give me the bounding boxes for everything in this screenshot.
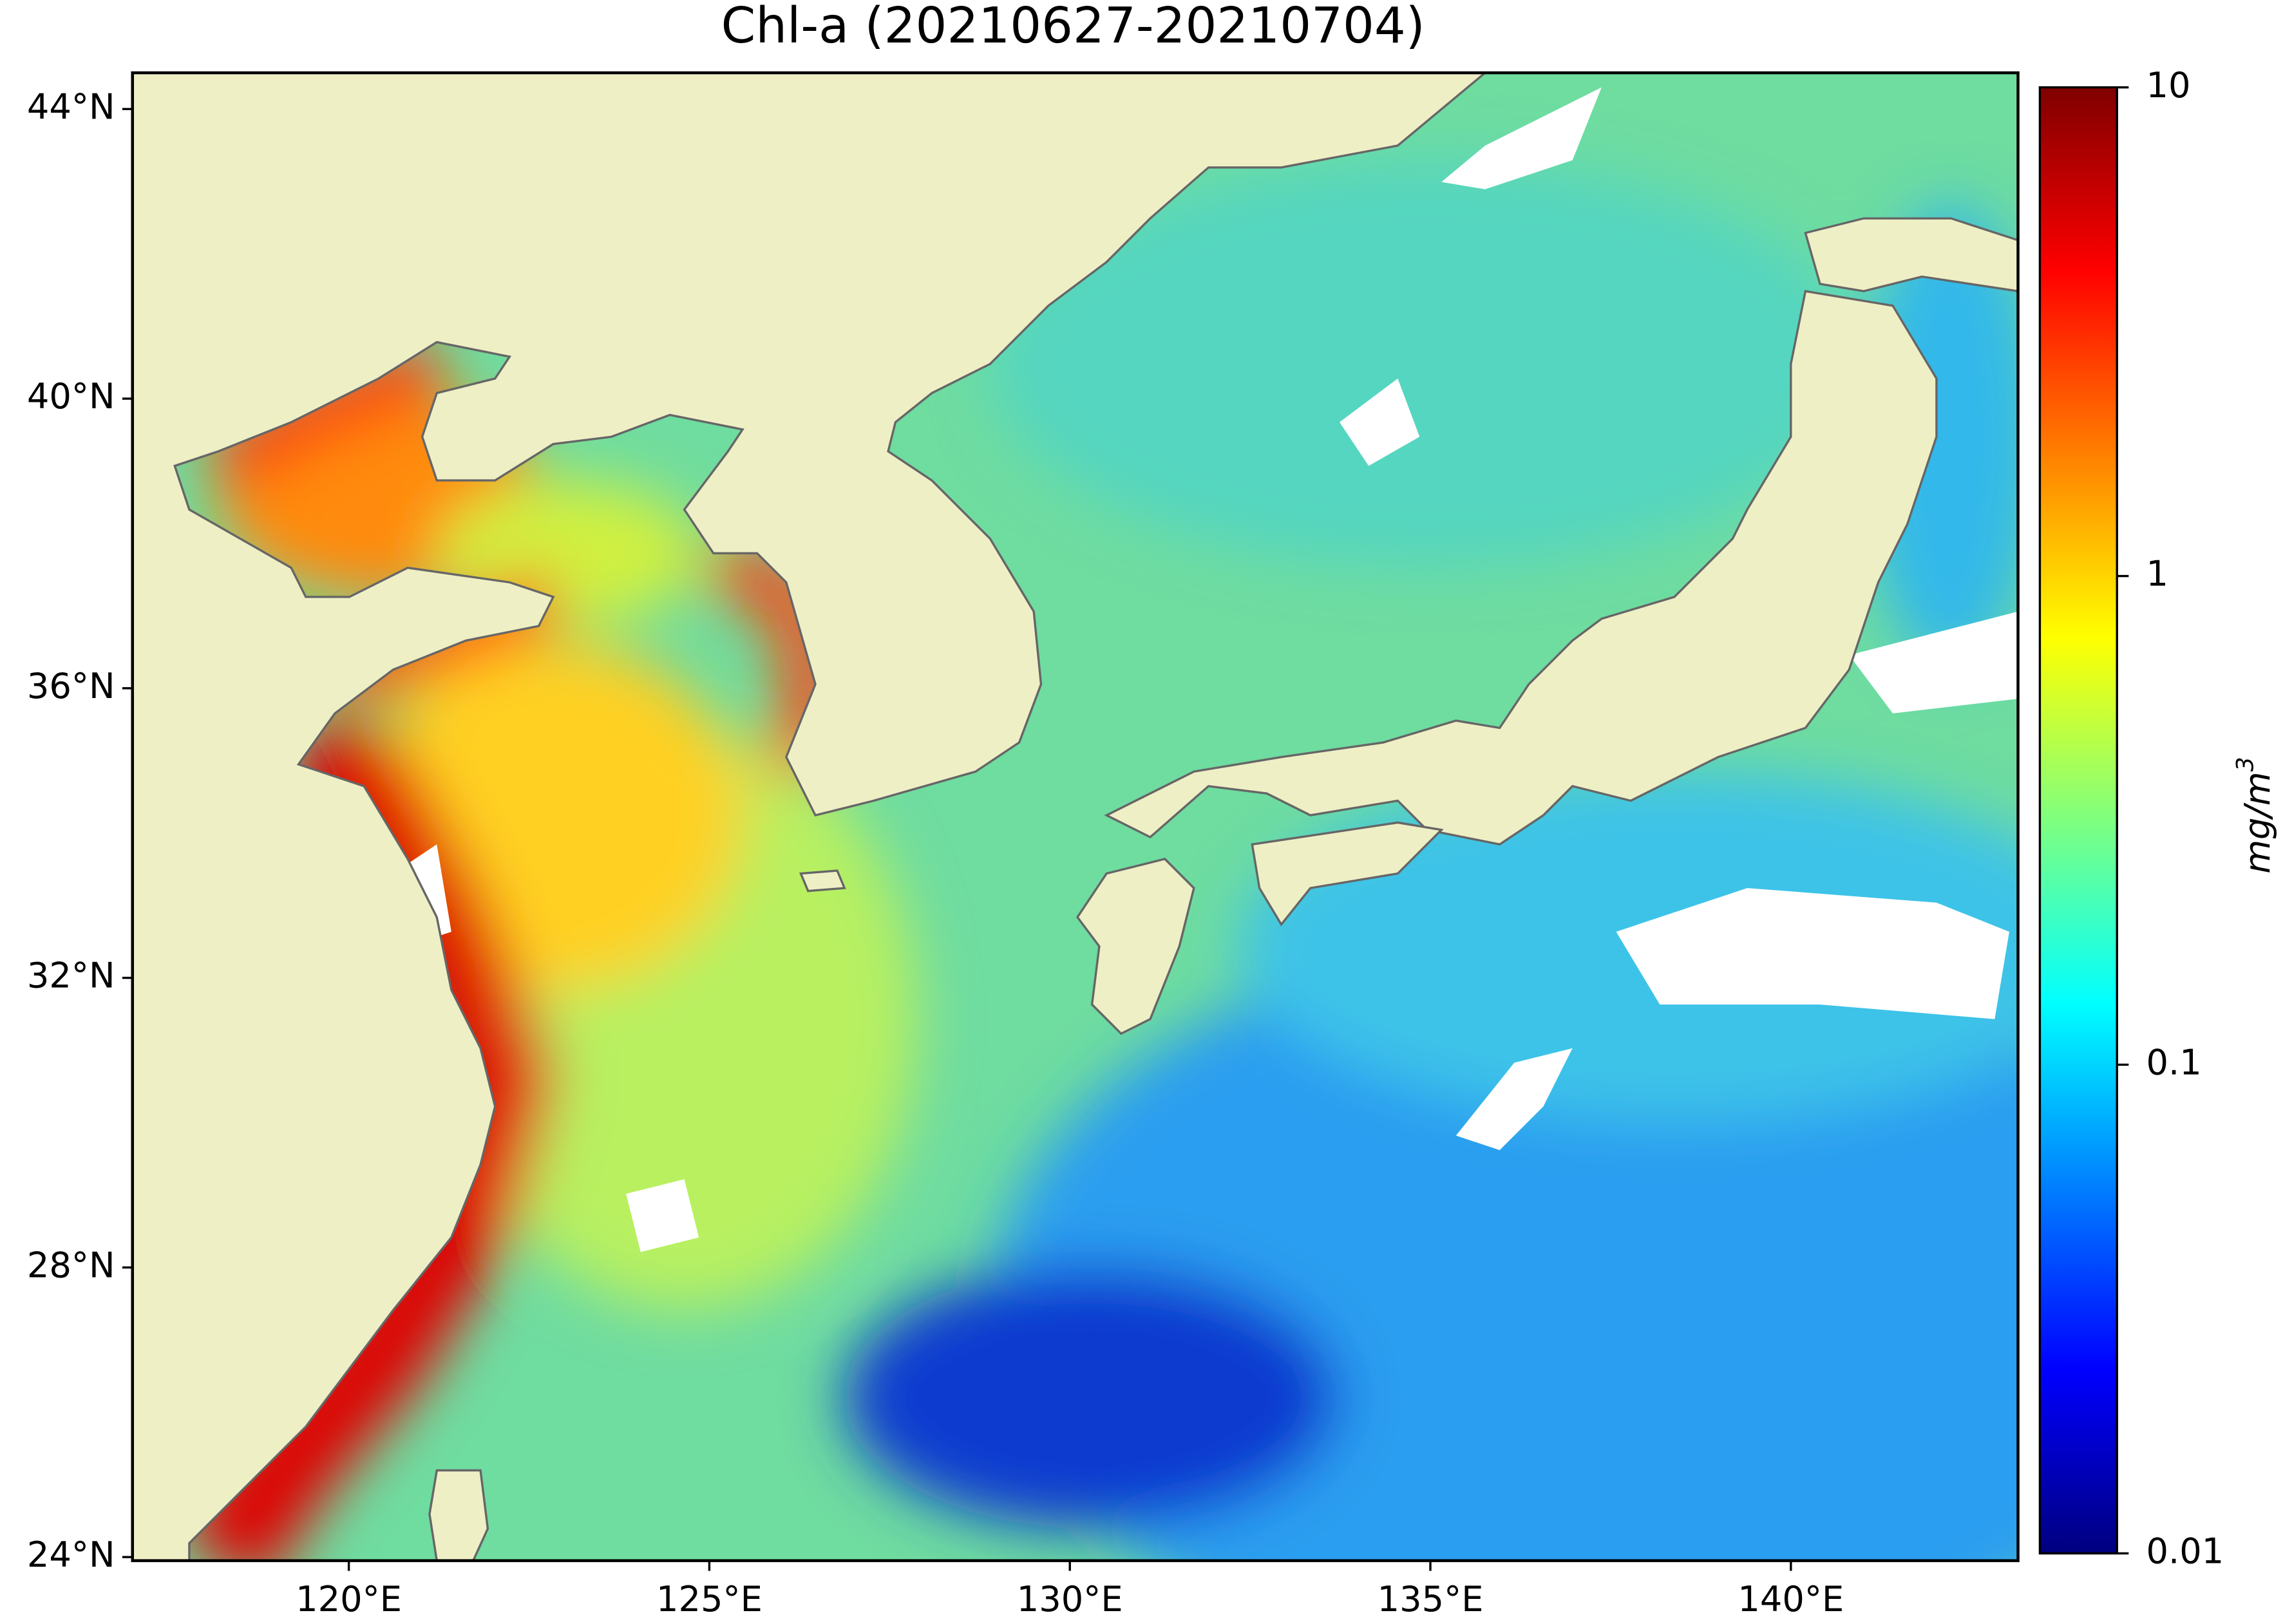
chlorophyll-field	[176, 160, 2018, 1561]
colorbar-label: mg/m3	[2231, 757, 2277, 873]
y-tick-label: 28°N	[27, 1245, 115, 1285]
x-tick-label: 135°E	[1378, 1579, 1484, 1619]
map-frame	[131, 71, 2020, 1562]
colorbar-label-sup: 3	[2231, 757, 2259, 771]
x-tick-label: 140°E	[1738, 1579, 1844, 1619]
colorbar	[2038, 86, 2118, 1555]
y-tick-label: 40°N	[27, 376, 115, 417]
land	[132, 73, 2018, 1561]
map-title: Chl-a (20210627-20210704)	[721, 0, 1425, 55]
y-tick-label: 44°N	[27, 86, 115, 127]
colorbar-tick-label: 0.01	[2146, 1531, 2224, 1571]
colorbar-tick-label: 1	[2146, 554, 2168, 594]
y-tick-label: 32°N	[27, 956, 115, 996]
x-tick-label: 125°E	[656, 1579, 763, 1619]
x-tick-label: 120°E	[296, 1579, 402, 1619]
colorbar-tick-label: 10	[2146, 65, 2190, 106]
colorbar-label-text: mg/m	[2237, 771, 2278, 873]
x-tick-label: 130°E	[1017, 1579, 1123, 1619]
y-tick-label: 24°N	[27, 1534, 115, 1575]
colorbar-tick-label: 0.1	[2146, 1043, 2201, 1083]
map-area	[132, 73, 2018, 1561]
y-tick-label: 36°N	[27, 666, 115, 706]
